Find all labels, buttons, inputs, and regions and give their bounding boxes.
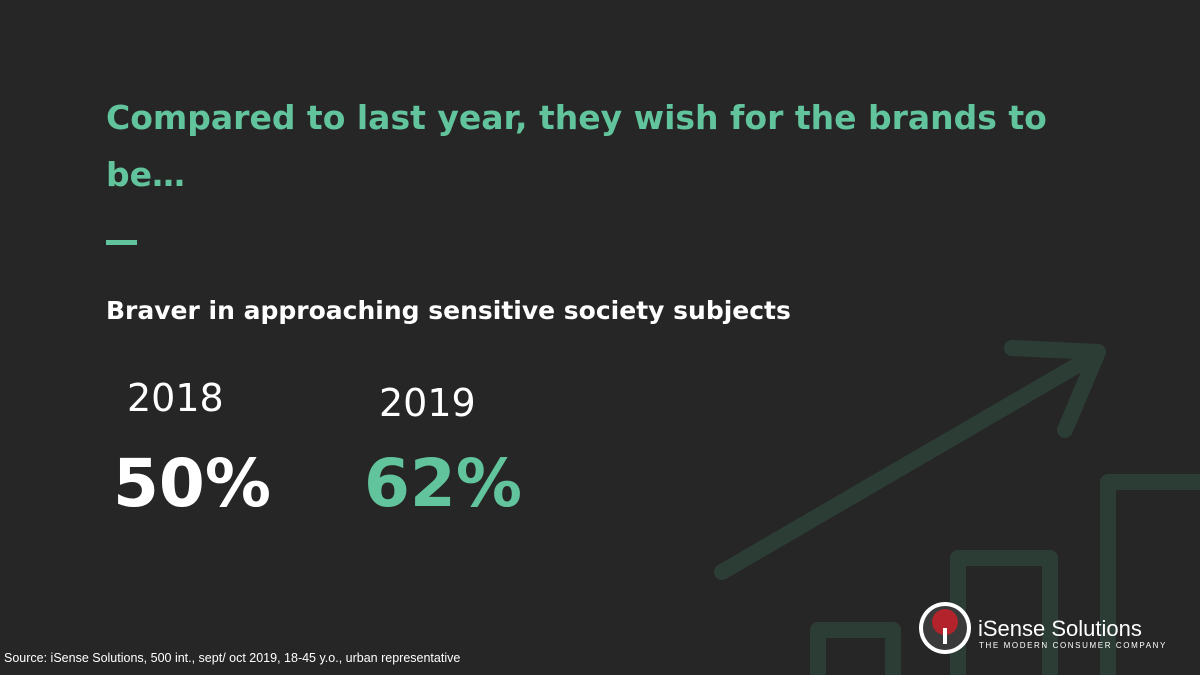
title-line: Compared to last year, they wish for the… [106,98,1047,137]
accent-dash [106,240,137,245]
stat-value: 50% [113,445,271,522]
source-note: Source: iSense Solutions, 500 int., sept… [4,651,460,665]
title-line: be… [106,155,185,194]
logo: iSense Solutions THE MODERN CONSUMER COM… [919,602,1167,654]
stat-year: 2019 [379,381,476,425]
stat-year: 2018 [127,376,224,420]
subtitle: Braver in approaching sensitive society … [106,296,791,325]
logo-tagline: THE MODERN CONSUMER COMPANY [979,641,1167,650]
logo-trunk [943,628,947,644]
logo-tree [932,609,958,635]
stat-value: 62% [364,445,522,522]
logo-name: iSense Solutions [978,616,1142,641]
